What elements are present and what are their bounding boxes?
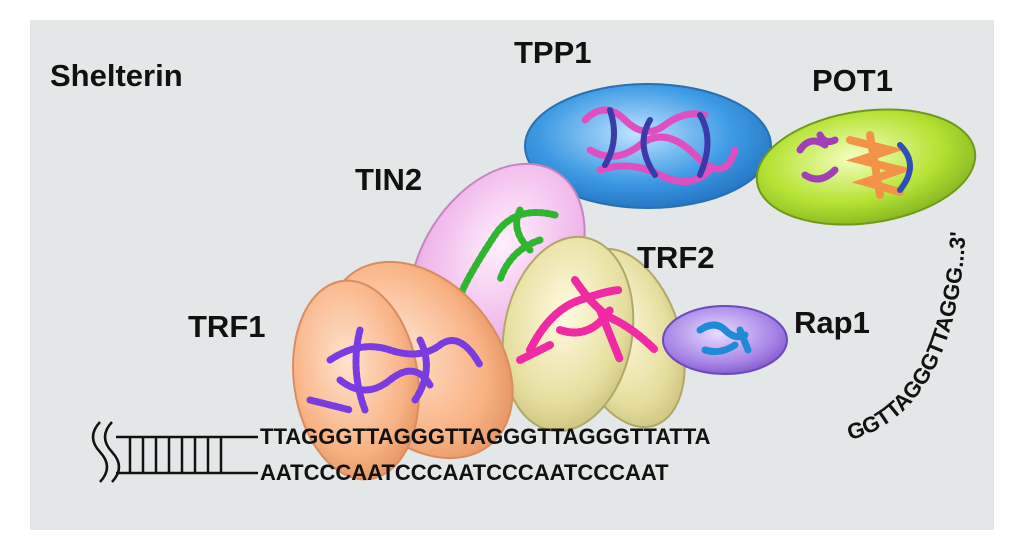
dna-bottom-strand: AATCCCAATCCCAATCCCAATCCCAAT [260,460,669,485]
pot1-protein [755,108,977,226]
tpp1-label: TPP1 [514,35,592,70]
dna-duplex [91,421,258,483]
rap1-label: Rap1 [794,305,870,340]
tin2-label: TIN2 [355,162,422,197]
rap1-protein [662,305,788,375]
trf2-protein [501,235,686,433]
pot1-label: POT1 [812,63,893,98]
diagram-title: Shelterin [50,58,183,93]
trf1-protein [292,260,514,481]
tpp1-protein [524,83,772,209]
trf2-label: TRF2 [637,240,715,275]
trf1-label: TRF1 [188,309,266,344]
dna-top-strand: TTAGGGTTAGGGTTAGGGTTAGGGTTATTA [260,424,711,449]
